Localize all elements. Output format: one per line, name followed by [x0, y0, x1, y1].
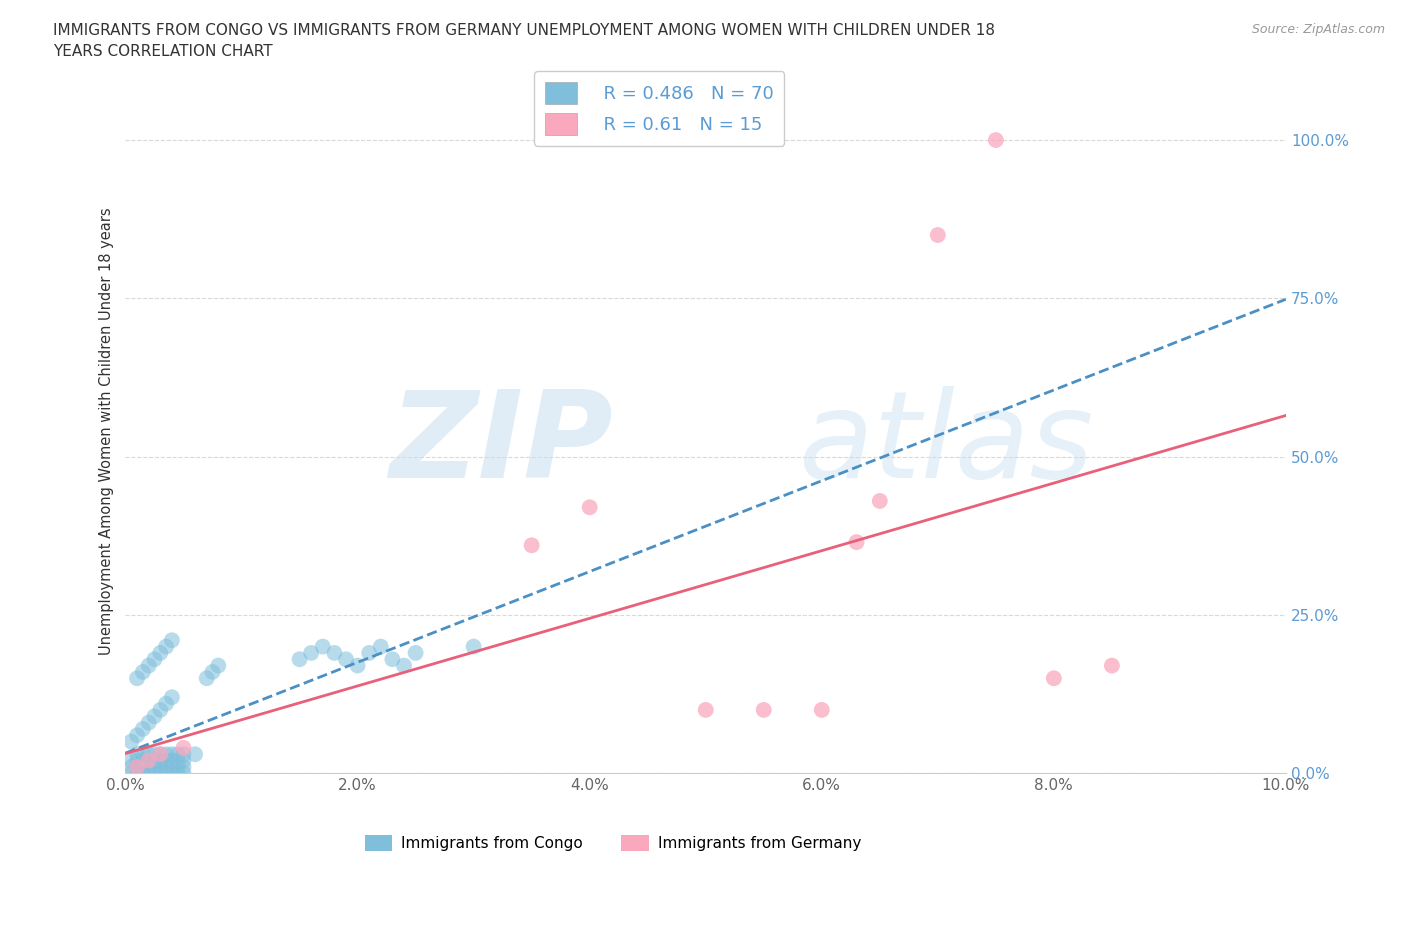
Point [143, 747, 166, 762]
Point [359, 645, 381, 660]
Point [166, 765, 188, 780]
Point [125, 728, 148, 743]
Point [155, 753, 177, 768]
Point [166, 753, 188, 768]
Point [810, 702, 832, 717]
Point [125, 760, 148, 775]
Point [160, 690, 183, 705]
Point [149, 760, 172, 775]
Point [173, 740, 195, 755]
Point [370, 639, 392, 654]
Point [155, 639, 177, 654]
Point [166, 747, 188, 762]
Point [520, 538, 543, 552]
Point [149, 645, 172, 660]
Point [149, 747, 172, 762]
Point [155, 765, 177, 780]
Point [149, 765, 172, 780]
Point [132, 747, 155, 762]
Point [125, 747, 148, 762]
Point [125, 753, 148, 768]
Point [155, 760, 177, 775]
Point [149, 753, 172, 768]
Point [207, 658, 229, 673]
Point [299, 645, 322, 660]
Point [869, 494, 891, 509]
Y-axis label: Unemployment Among Women with Children Under 18 years: Unemployment Among Women with Children U… [100, 207, 114, 655]
Point [120, 760, 142, 775]
Point [143, 760, 166, 775]
Point [312, 639, 335, 654]
Point [138, 765, 160, 780]
Legend: Immigrants from Congo, Immigrants from Germany: Immigrants from Congo, Immigrants from G… [359, 829, 868, 857]
Point [160, 760, 183, 775]
Text: YEARS CORRELATION CHART: YEARS CORRELATION CHART [53, 44, 273, 59]
Point [132, 760, 155, 775]
Point [155, 747, 177, 762]
Point [149, 747, 172, 762]
Text: Source: ZipAtlas.com: Source: ZipAtlas.com [1251, 23, 1385, 36]
Text: atlas: atlas [799, 387, 1094, 503]
Point [201, 664, 224, 679]
Point [184, 747, 207, 762]
Point [173, 747, 195, 762]
Point [173, 753, 195, 768]
Text: IMMIGRANTS FROM CONGO VS IMMIGRANTS FROM GERMANY UNEMPLOYMENT AMONG WOMEN WITH C: IMMIGRANTS FROM CONGO VS IMMIGRANTS FROM… [53, 23, 995, 38]
Point [195, 671, 218, 685]
Point [138, 658, 160, 673]
Point [1043, 671, 1066, 685]
Point [984, 133, 1007, 148]
Point [578, 499, 600, 514]
Point [138, 753, 160, 768]
Point [323, 645, 346, 660]
Point [125, 760, 148, 775]
Point [143, 753, 166, 768]
Point [132, 722, 155, 737]
Point [143, 765, 166, 780]
Point [160, 632, 183, 647]
Point [132, 753, 155, 768]
Point [845, 535, 868, 550]
Point [288, 652, 311, 667]
Point [138, 747, 160, 762]
Point [120, 734, 142, 749]
Point [120, 765, 142, 780]
Point [1101, 658, 1123, 673]
Point [927, 228, 949, 243]
Point [173, 765, 195, 780]
Point [120, 753, 142, 768]
Point [166, 760, 188, 775]
Point [173, 760, 195, 775]
Point [405, 645, 427, 660]
Point [149, 702, 172, 717]
Text: ZIP: ZIP [389, 387, 613, 503]
Point [143, 709, 166, 724]
Point [125, 765, 148, 780]
Point [695, 702, 717, 717]
Point [381, 652, 404, 667]
Point [138, 715, 160, 730]
Point [132, 664, 155, 679]
Point [752, 702, 775, 717]
Point [138, 760, 160, 775]
Point [138, 753, 160, 768]
Point [132, 765, 155, 780]
Point [143, 652, 166, 667]
Point [335, 652, 357, 667]
Point [392, 658, 415, 673]
Point [160, 765, 183, 780]
Point [160, 747, 183, 762]
Point [160, 753, 183, 768]
Point [125, 671, 148, 685]
Point [155, 697, 177, 711]
Point [346, 658, 368, 673]
Point [463, 639, 485, 654]
